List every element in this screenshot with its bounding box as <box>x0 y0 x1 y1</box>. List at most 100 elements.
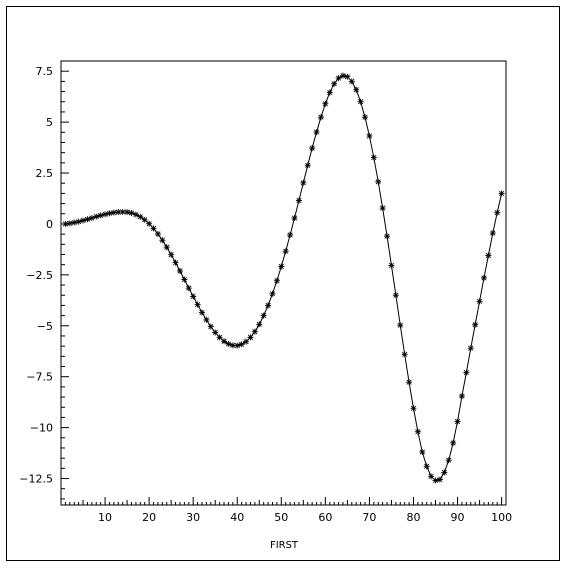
x-tick-label: 60 <box>318 511 332 524</box>
data-point <box>476 298 483 305</box>
data-point <box>366 132 373 139</box>
data-point <box>163 244 170 251</box>
data-point <box>243 338 250 345</box>
data-point <box>194 301 201 308</box>
data-point <box>75 218 82 225</box>
data-point <box>432 477 439 484</box>
x-axis: 10 20 30 40 50 60 70 80 90 100 <box>60 497 512 524</box>
data-point <box>234 342 241 349</box>
y-tick-label: −12.5 <box>19 473 53 486</box>
data-point <box>185 285 192 292</box>
data-point <box>489 230 496 237</box>
data-point <box>247 334 254 341</box>
data-point <box>419 449 426 456</box>
data-point <box>309 145 316 152</box>
data-point <box>423 463 430 470</box>
data-point <box>379 205 386 212</box>
data-point <box>406 379 413 386</box>
data-point <box>344 73 351 80</box>
data-point <box>251 328 258 335</box>
data-point <box>80 217 87 224</box>
y-axis: 7.5 5 2.5 0 −2.5 −5 −7.5 −10 −12.5 <box>19 60 69 500</box>
data-point <box>128 209 135 216</box>
data-point <box>181 276 188 283</box>
data-point <box>260 312 267 319</box>
data-point <box>472 321 479 328</box>
data-point <box>168 251 175 258</box>
data-point <box>370 154 377 161</box>
data-point <box>450 439 457 446</box>
data-point <box>229 342 236 349</box>
data-point <box>159 237 166 244</box>
series-line <box>65 75 503 482</box>
data-point <box>203 316 210 323</box>
data-point <box>463 369 470 376</box>
data-point <box>458 393 465 400</box>
data-point <box>357 98 364 105</box>
y-tick-label: −7.5 <box>26 371 53 384</box>
data-point <box>454 418 461 425</box>
x-tick-label: 20 <box>142 511 156 524</box>
data-point <box>141 216 148 223</box>
data-point <box>137 213 144 220</box>
data-point <box>97 212 104 219</box>
data-point <box>375 178 382 185</box>
data-point <box>410 405 417 412</box>
data-point <box>436 476 443 483</box>
data-point <box>225 340 232 347</box>
data-point <box>207 323 214 330</box>
y-tick-label: 7.5 <box>36 65 54 78</box>
data-point <box>362 114 369 121</box>
data-point <box>71 219 78 226</box>
data-point <box>428 473 435 480</box>
x-axis-title: FIRST <box>270 540 299 551</box>
data-point <box>132 211 139 218</box>
data-point <box>66 220 73 227</box>
data-point <box>273 277 280 284</box>
data-point <box>291 215 298 222</box>
data-point <box>295 197 302 204</box>
series-markers <box>62 72 505 484</box>
data-point <box>278 263 285 270</box>
data-point <box>313 129 320 136</box>
x-tick-label: 90 <box>451 511 465 524</box>
data-point <box>150 225 157 232</box>
data-point <box>269 290 276 297</box>
data-point <box>331 80 338 87</box>
data-point <box>441 469 448 476</box>
x-tick-label: 40 <box>230 511 244 524</box>
data-point <box>115 209 122 216</box>
data-point <box>238 341 245 348</box>
data-point <box>287 231 294 238</box>
x-tick-label: 80 <box>406 511 420 524</box>
data-point <box>212 329 219 336</box>
data-point <box>445 457 452 464</box>
data-point <box>485 252 492 259</box>
data-point <box>84 216 91 223</box>
data-point <box>176 267 183 274</box>
data-point <box>102 211 109 218</box>
data-point <box>397 322 404 329</box>
x-tick-label: 100 <box>491 511 512 524</box>
data-point <box>190 293 197 300</box>
data-point <box>282 248 289 255</box>
data-point <box>317 114 324 121</box>
x-tick-label: 30 <box>186 511 200 524</box>
data-point <box>256 321 263 328</box>
data-point <box>353 86 360 93</box>
data-point <box>265 302 272 309</box>
y-tick-label: 0 <box>46 218 53 231</box>
data-point <box>494 209 501 216</box>
data-point <box>198 309 205 316</box>
y-tick-label: −5 <box>37 320 53 333</box>
data-point <box>304 162 311 169</box>
data-point <box>124 209 131 216</box>
data-point <box>88 215 95 222</box>
data-point <box>384 233 391 240</box>
data-point <box>339 72 346 79</box>
data-point <box>154 230 161 237</box>
data-point <box>106 210 113 217</box>
data-point <box>221 338 228 345</box>
x-tick-label: 70 <box>362 511 376 524</box>
data-point <box>322 100 329 107</box>
